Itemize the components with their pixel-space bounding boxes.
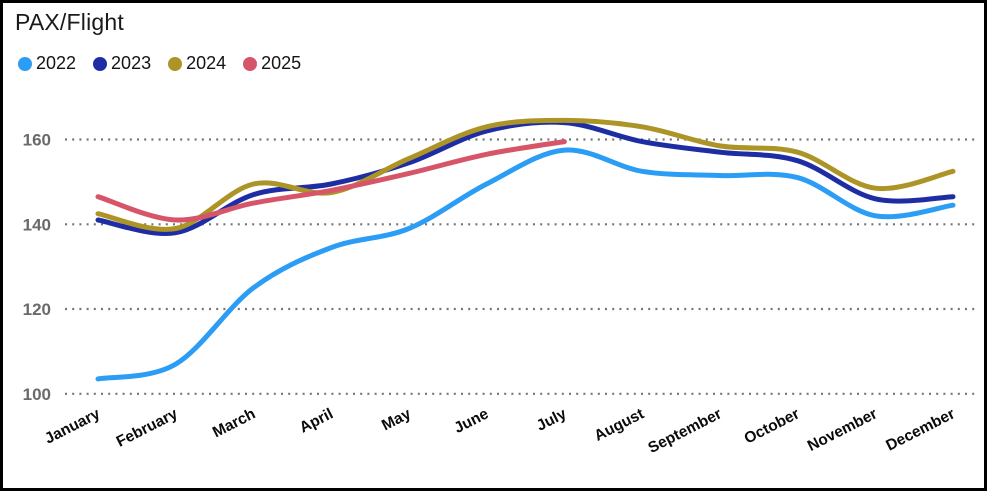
x-label-november: November: [805, 405, 880, 455]
x-axis-labels: January February March April May June July Augu…: [42, 405, 958, 457]
legend-label-2024: 2024: [186, 53, 227, 73]
y-tick-label-160: 160: [23, 131, 51, 150]
series-line-2022: [95, 147, 956, 382]
x-label-may: May: [379, 405, 414, 434]
x-label-january: January: [42, 405, 103, 447]
x-label-september: September: [646, 405, 725, 457]
y-axis-labels: 100 120 140 160: [23, 131, 51, 404]
legend-marker-2024-icon: [168, 56, 183, 71]
x-label-march: March: [210, 405, 258, 441]
gridlines: [65, 138, 975, 395]
x-label-june: June: [451, 405, 491, 437]
page-title: PAX/Flight: [15, 9, 124, 35]
legend: 2022 2023 2024 2025: [18, 53, 301, 74]
y-tick-label-120: 120: [23, 300, 51, 319]
x-label-august: August: [592, 405, 647, 444]
legend-label-2023: 2023: [111, 53, 152, 73]
legend-marker-2025-icon: [243, 56, 258, 71]
legend-item-2023[interactable]: 2023: [93, 53, 151, 74]
y-tick-label-140: 140: [23, 215, 51, 234]
x-label-december: December: [883, 405, 958, 454]
x-label-october: October: [742, 405, 803, 447]
x-label-april: April: [297, 405, 336, 436]
legend-label-2022: 2022: [36, 53, 77, 73]
series-line-2024: [95, 117, 956, 232]
x-label-february: February: [114, 405, 181, 450]
legend-item-2025[interactable]: 2025: [243, 53, 301, 74]
legend-item-2024[interactable]: 2024: [168, 53, 226, 74]
legend-item-2022[interactable]: 2022: [18, 53, 76, 74]
series-line-2025: [95, 139, 567, 223]
line-chart: 100 120 140 160 January February March April May…: [23, 117, 975, 457]
legend-marker-2022-icon: [18, 56, 32, 71]
series-line-2023: [95, 119, 956, 236]
x-label-july: July: [534, 405, 570, 434]
series-lines: [95, 117, 956, 382]
legend-label-2025: 2025: [261, 53, 302, 73]
y-tick-label-100: 100: [23, 385, 51, 404]
legend-marker-2023-icon: [93, 56, 108, 71]
